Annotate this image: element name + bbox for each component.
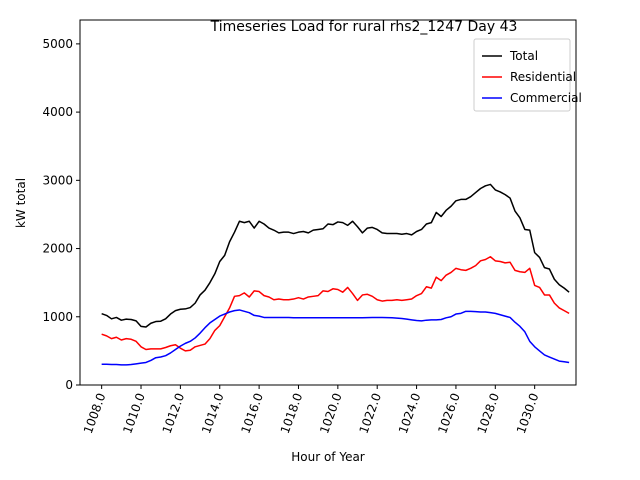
y-tick-label: 3000 [42, 173, 73, 187]
legend-label-residential: Residential [510, 70, 576, 84]
legend-box [473, 38, 571, 112]
legend: Total Residential Commercial [473, 38, 582, 112]
series-line-total [101, 183, 570, 328]
series-line-residential [101, 255, 570, 352]
y-tick-label: 4000 [42, 105, 73, 119]
y-axis-label: kW total [14, 178, 28, 228]
y-tick-label: 0 [65, 378, 73, 392]
chart-title: Timeseries Load for rural rhs2_1247 Day … [210, 19, 518, 35]
y-tick-label: 2000 [42, 242, 73, 256]
y-tick-label: 5000 [42, 37, 73, 51]
series-lines [101, 183, 570, 366]
y-axis: 0 1000 2000 3000 4000 5000 [42, 37, 80, 392]
legend-label-total: Total [509, 49, 538, 63]
x-axis-label: Hour of Year [291, 450, 365, 464]
series-line-commercial [101, 309, 570, 366]
y-tick-label: 1000 [42, 310, 73, 324]
legend-label-commercial: Commercial [510, 91, 582, 105]
plot-frame [79, 19, 577, 386]
